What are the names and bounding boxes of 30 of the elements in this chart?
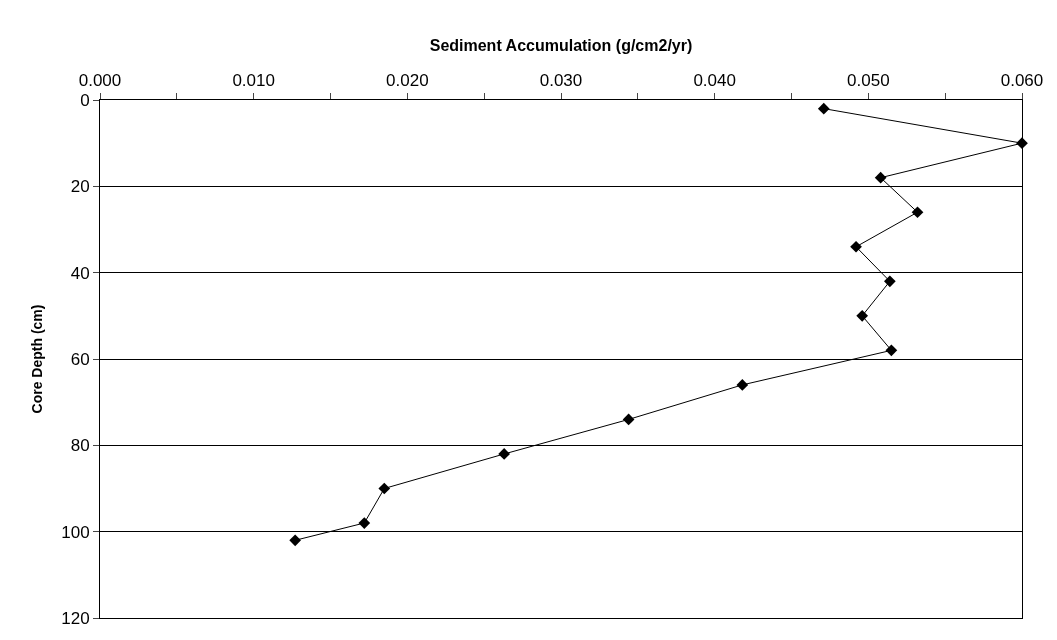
point — [736, 379, 749, 391]
y-axis-title: Core Depth (cm) — [28, 304, 45, 414]
x-tick-label: 0.000 — [78, 71, 122, 91]
point — [498, 448, 510, 460]
point — [817, 102, 830, 115]
y-tick-label: 20 — [70, 177, 90, 197]
x-tick-label: 0.010 — [232, 71, 275, 91]
point — [850, 240, 862, 253]
x-axis-title: Sediment Accumulation (g/cm2/yr) — [429, 37, 693, 55]
y-tick-label: 40 — [70, 263, 90, 283]
y-tick-label: 0 — [80, 90, 90, 110]
point — [885, 344, 898, 357]
point — [884, 275, 896, 288]
x-tick-label: 0.050 — [847, 71, 890, 91]
point — [911, 206, 924, 219]
y-tick-label: 120 — [61, 608, 90, 628]
x-tick-label: 0.040 — [693, 71, 736, 91]
point — [358, 517, 371, 529]
point — [856, 309, 869, 322]
point — [622, 413, 635, 426]
point — [1016, 137, 1028, 150]
x-tick-label: 0.060 — [1000, 71, 1044, 91]
x-tick-label: 0.020 — [386, 71, 429, 91]
y-tick-label: 80 — [70, 436, 90, 456]
point — [289, 534, 302, 547]
x-tick-label: 0.030 — [539, 71, 583, 91]
point — [874, 171, 887, 184]
point — [378, 482, 391, 495]
y-tick-label: 100 — [61, 522, 90, 542]
y-tick-label: 60 — [70, 349, 90, 369]
